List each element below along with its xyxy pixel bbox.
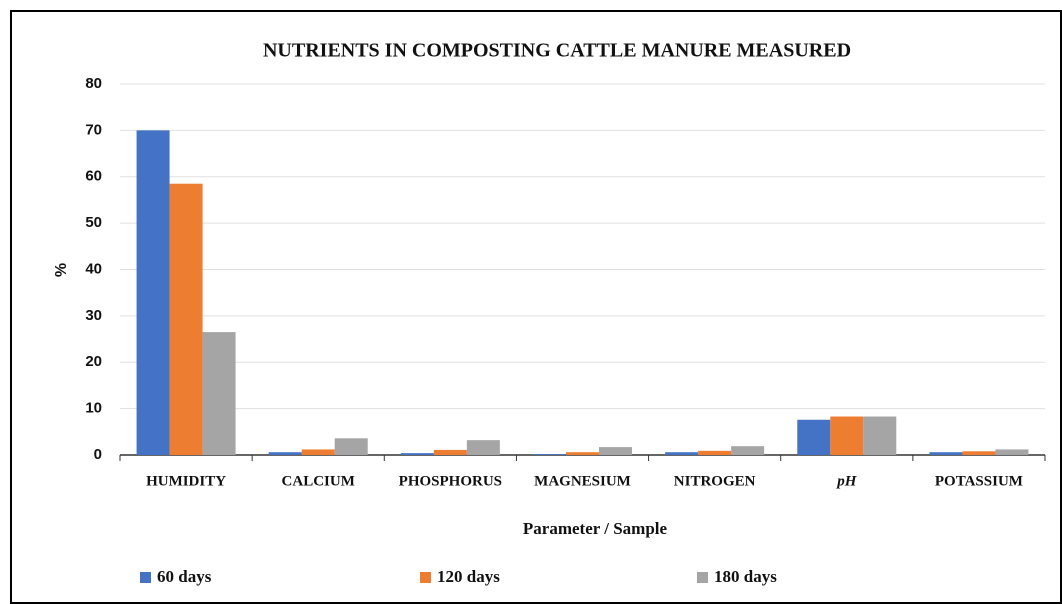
x-tick-label: POTASSIUM [935,473,1023,489]
bar [301,449,335,455]
x-tick-label: PHOSPHORUS [399,473,502,489]
legend-label: 60 days [157,567,212,586]
y-tick-label: 0 [94,446,102,463]
bar [665,452,699,455]
legend-label: 180 days [714,567,777,586]
legend-swatch [140,572,151,583]
x-tick-label: pH [835,473,858,489]
bar [334,438,368,455]
x-tick-label: MAGNESIUM [534,473,631,489]
y-tick-label: 40 [85,260,102,277]
y-tick-label: 20 [85,353,102,370]
bar [202,332,236,455]
legend-swatch [420,572,431,583]
y-tick-label: 10 [85,400,102,417]
y-tick-label: 50 [85,214,102,231]
bar [698,450,732,455]
chart-title: NUTRIENTS IN COMPOSTING CATTLE MANURE ME… [263,40,851,62]
bar [863,416,897,455]
bar [533,454,566,455]
x-tick-label: NITROGEN [674,473,756,489]
bar [731,446,765,455]
y-tick-label: 80 [85,75,102,92]
bar [169,183,203,456]
bar [962,451,996,455]
y-tick-label: 30 [85,307,102,324]
bar [797,419,831,455]
x-axis-label: Parameter / Sample [523,519,668,538]
y-tick-label: 70 [85,121,102,138]
bar [136,130,170,455]
bar [566,452,599,455]
x-tick-label: HUMIDITY [146,473,226,489]
bar [466,440,500,455]
bar [268,452,302,455]
x-tick-label: CALCIUM [282,473,355,489]
bar [400,453,434,455]
y-tick-label: 60 [85,168,102,185]
bar [433,449,467,455]
y-axis-label: % [53,263,70,277]
legend-label: 120 days [437,567,500,586]
legend-swatch [697,572,708,583]
bar [995,449,1029,455]
bar [929,452,963,455]
bar [599,447,632,455]
bar [830,416,864,455]
